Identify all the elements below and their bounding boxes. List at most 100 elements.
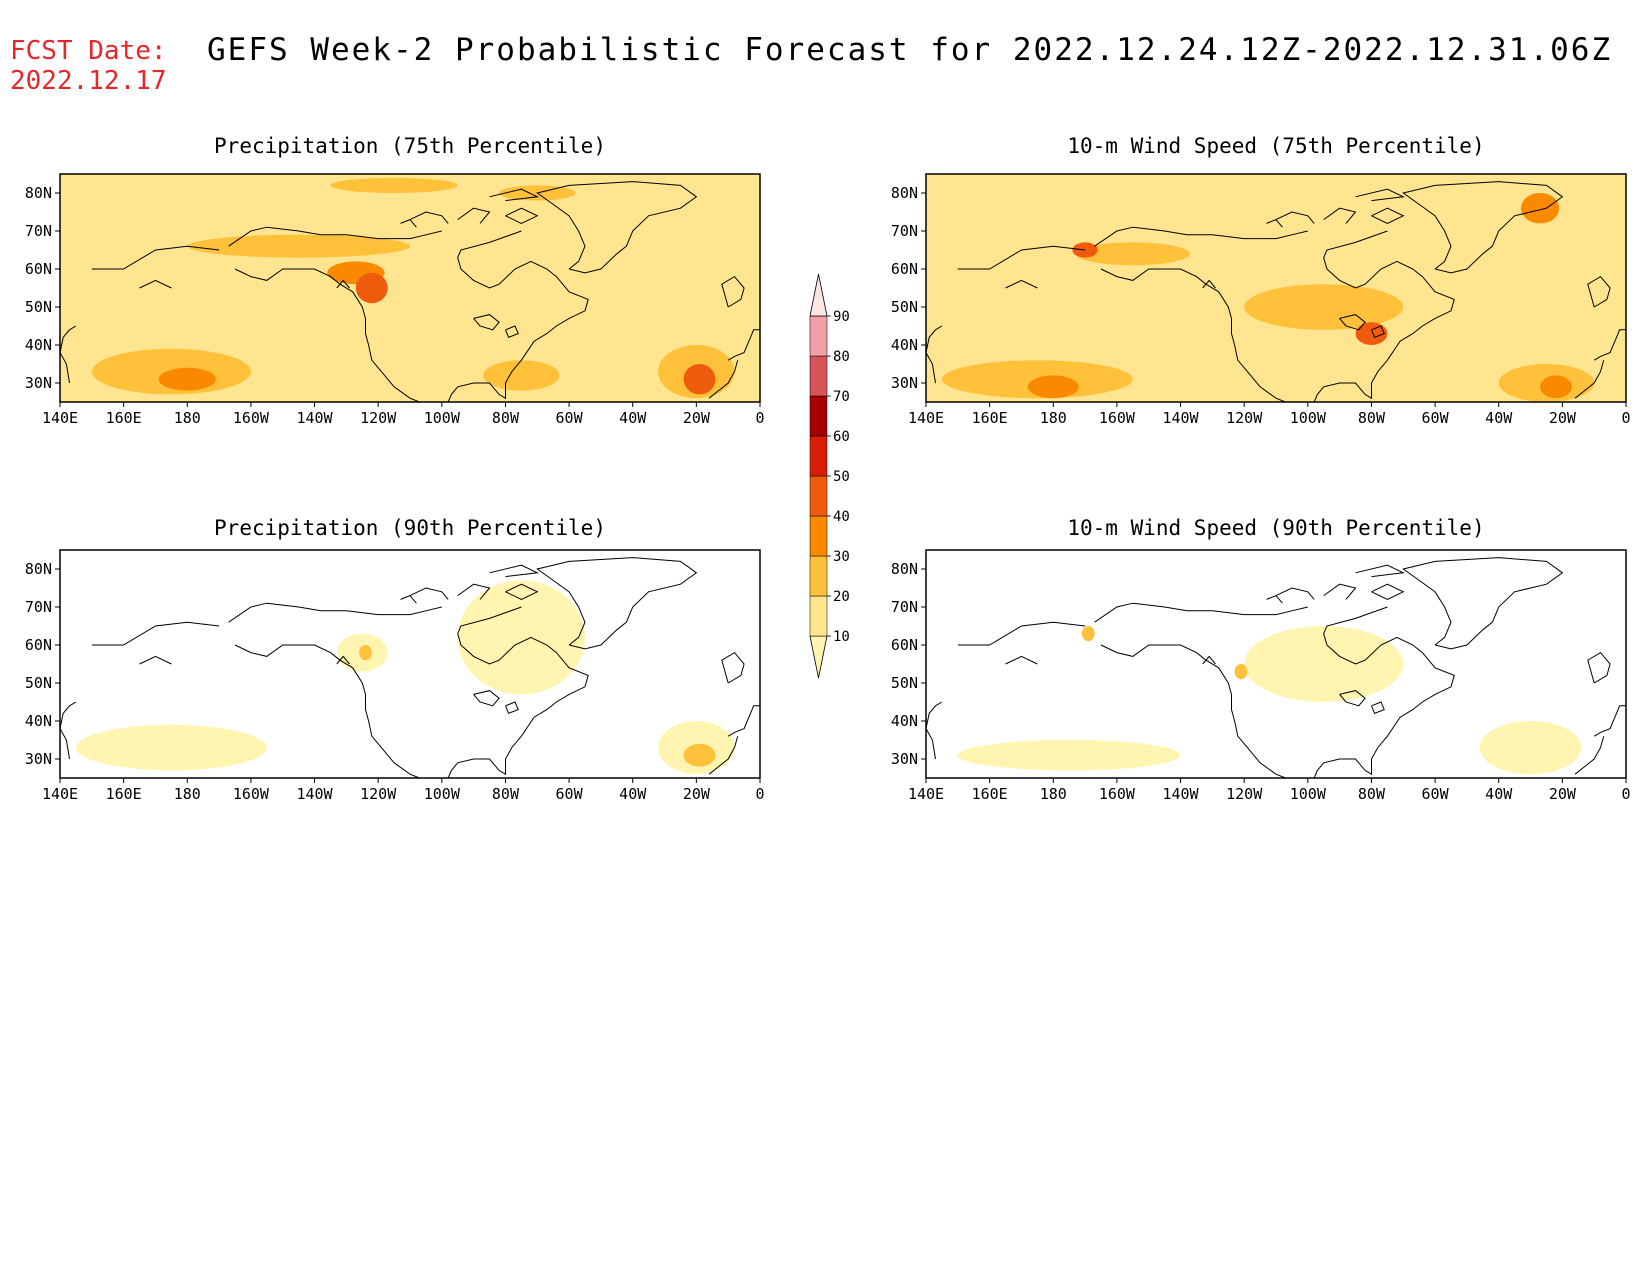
lat-tick-label: 70N (891, 222, 918, 240)
lon-tick-label: 140W (1162, 409, 1199, 427)
coastline (228, 226, 442, 247)
lon-tick-label: 120W (1226, 785, 1263, 803)
probability-blob (683, 743, 716, 767)
lon-tick-label: 140E (908, 785, 944, 803)
lon-tick-label: 120W (360, 785, 397, 803)
coastline (721, 651, 745, 684)
coastline (926, 701, 943, 760)
coastline (1323, 207, 1357, 224)
probability-blob (355, 272, 388, 304)
probability-field (926, 174, 1626, 402)
colorbar-label: 50 (833, 469, 850, 485)
map-frame (59, 173, 761, 403)
colorbar-label: 10 (833, 629, 850, 645)
lat-tick-label: 80N (891, 560, 918, 578)
lon-tick-label: 20W (1549, 409, 1577, 427)
map-frame (59, 549, 761, 779)
coastline (1275, 587, 1315, 600)
coastlines (60, 181, 760, 402)
panel-wind-90: 10-m Wind Speed (90th Percentile) 140E 160… (891, 516, 1631, 803)
lat-tick-label: 30N (891, 374, 918, 392)
lon-tick-label: 100W (1290, 409, 1327, 427)
lat-tick-label: 40N (891, 336, 918, 354)
lat-tick-label: 40N (25, 336, 52, 354)
coastline (1323, 583, 1357, 600)
probability-blob (1027, 375, 1079, 399)
colorbar-bin (809, 555, 828, 597)
lon-tick-label: 0 (1621, 785, 1630, 803)
coastline (1005, 279, 1038, 289)
lon-tick-label: 160W (1099, 409, 1136, 427)
colorbar-label: 70 (833, 389, 850, 405)
coastline (727, 329, 760, 361)
lon-tick-label: 20W (1549, 785, 1577, 803)
probability-blob (1355, 322, 1388, 345)
lon-tick-label: 160E (972, 409, 1008, 427)
lat-tick-label: 80N (891, 184, 918, 202)
coastline (1371, 701, 1385, 715)
lat-tick-label: 80N (25, 184, 52, 202)
probability-blob (1081, 626, 1095, 642)
coastline (1574, 360, 1605, 399)
lat-tick-label: 80N (25, 560, 52, 578)
coastline (1313, 230, 1455, 402)
coastline (1094, 226, 1308, 247)
coastline (957, 621, 1086, 646)
coastline (1587, 275, 1611, 308)
fcst-date-value: 2022.12.17 (10, 66, 167, 96)
lon-tick-label: 0 (1621, 409, 1630, 427)
lat-tick-label: 50N (25, 298, 52, 316)
lat-tick-label: 60N (25, 636, 52, 654)
coastline (60, 701, 77, 760)
coastline (447, 230, 589, 402)
lat-tick-label: 70N (25, 598, 52, 616)
coastline (1371, 583, 1405, 600)
lon-tick-label: 80W (492, 785, 520, 803)
lon-tick-label: 80W (1358, 409, 1386, 427)
coastline (336, 279, 350, 289)
panel-title: 10-m Wind Speed (90th Percentile) (1067, 516, 1484, 540)
colorbar-bin (809, 355, 828, 397)
coastline (234, 644, 420, 778)
coastline (139, 655, 172, 665)
page-title: GEFS Week-2 Probabilistic Forecast for 2… (207, 32, 1613, 68)
coastline (926, 325, 943, 384)
lon-tick-label: 40W (1485, 785, 1513, 803)
probability-blob (1479, 721, 1582, 775)
colorbar-label: 60 (833, 429, 850, 445)
coastline (505, 701, 519, 715)
coastline (473, 314, 500, 331)
lon-tick-label: 40W (619, 409, 647, 427)
colorbar: 10 20 30 40 50 60 70 80 90 (809, 273, 850, 679)
panel-precip-75: Precipitation (75th Percentile) 140E 160E 1… (25, 134, 765, 427)
colorbar-label: 20 (833, 589, 850, 605)
lon-tick-label: 180 (1040, 409, 1067, 427)
lon-tick-label: 60W (1422, 409, 1450, 427)
probability-blob (1234, 664, 1248, 680)
probability-blob (158, 367, 216, 391)
colorbar-label: 80 (833, 349, 850, 365)
coastline (536, 181, 698, 274)
colorbar-bin (809, 595, 828, 637)
lon-tick-label: 40W (1485, 409, 1513, 427)
probability-field (926, 550, 1626, 778)
coastline (1574, 736, 1605, 775)
coastline (457, 583, 491, 600)
coastline (1005, 655, 1038, 665)
coastline (505, 207, 539, 224)
panel-wind-75: 10-m Wind Speed (75th Percentile) 140E 160… (891, 134, 1631, 427)
coastline (1202, 655, 1216, 665)
coastline (336, 655, 350, 665)
lon-tick-label: 160W (233, 409, 270, 427)
lat-tick-label: 30N (891, 750, 918, 768)
colorbar-lower-triangle (809, 635, 828, 679)
lon-tick-label: 140E (908, 409, 944, 427)
coastline (708, 736, 739, 775)
lon-tick-label: 160E (106, 785, 142, 803)
lon-tick-label: 140W (1162, 785, 1199, 803)
coastline (1100, 644, 1286, 778)
colorbar-label: 90 (833, 309, 850, 325)
probability-blob (1075, 242, 1191, 266)
coastline (721, 275, 745, 308)
coastline (957, 245, 1086, 270)
